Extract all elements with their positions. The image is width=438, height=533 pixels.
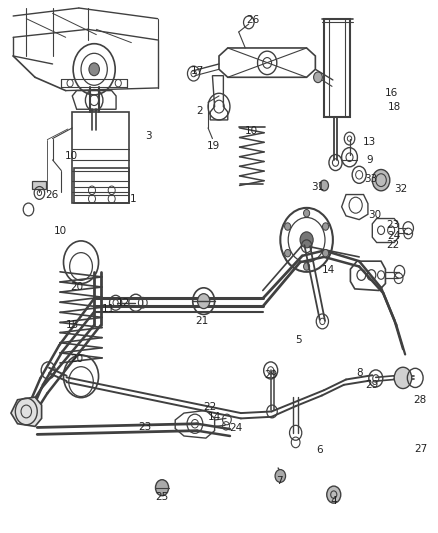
- Circle shape: [89, 63, 99, 76]
- Circle shape: [275, 470, 286, 482]
- Text: 7: 7: [276, 477, 283, 486]
- Text: 2: 2: [196, 107, 203, 116]
- Circle shape: [300, 232, 313, 248]
- Circle shape: [198, 294, 210, 309]
- Bar: [324, 19, 350, 117]
- Text: 22: 22: [386, 240, 399, 250]
- Text: 13: 13: [363, 138, 376, 147]
- Circle shape: [285, 223, 291, 230]
- Text: 20: 20: [71, 282, 84, 292]
- Text: 19: 19: [207, 141, 220, 151]
- Text: 10: 10: [54, 227, 67, 236]
- Text: 14: 14: [208, 412, 221, 422]
- Bar: [72, 112, 129, 203]
- Text: 29: 29: [365, 380, 378, 390]
- Circle shape: [304, 209, 310, 217]
- Text: 12: 12: [117, 298, 130, 308]
- Text: 29: 29: [264, 370, 277, 379]
- Text: 28: 28: [413, 395, 426, 405]
- Text: 23: 23: [138, 422, 151, 432]
- Text: 1: 1: [130, 194, 137, 204]
- Circle shape: [155, 480, 169, 496]
- Circle shape: [372, 169, 390, 191]
- Polygon shape: [32, 181, 46, 189]
- Circle shape: [304, 263, 310, 270]
- Text: 10: 10: [64, 151, 78, 161]
- Text: 9: 9: [367, 155, 374, 165]
- Text: 20: 20: [71, 354, 84, 364]
- Circle shape: [327, 486, 341, 503]
- Text: 26: 26: [45, 190, 58, 199]
- Circle shape: [314, 72, 322, 83]
- Text: 26: 26: [247, 15, 260, 25]
- Text: 11: 11: [102, 304, 115, 314]
- Text: 24: 24: [229, 423, 242, 433]
- Text: 32: 32: [394, 184, 407, 194]
- Text: 18: 18: [388, 102, 401, 111]
- Text: 33: 33: [364, 174, 378, 183]
- Circle shape: [322, 223, 328, 230]
- Circle shape: [285, 249, 291, 257]
- Text: 23: 23: [387, 220, 400, 230]
- Polygon shape: [11, 397, 42, 426]
- Circle shape: [322, 249, 328, 257]
- Text: 5: 5: [295, 335, 302, 344]
- Bar: [74, 168, 129, 203]
- Text: 27: 27: [414, 444, 427, 454]
- Text: 6: 6: [316, 445, 323, 455]
- Text: 25: 25: [155, 492, 169, 502]
- Circle shape: [320, 180, 328, 191]
- Text: 8: 8: [356, 368, 363, 378]
- Text: 24: 24: [388, 231, 401, 240]
- Text: 15: 15: [66, 320, 79, 330]
- Text: 22: 22: [204, 402, 217, 411]
- Text: 31: 31: [311, 182, 325, 191]
- Text: 14: 14: [322, 265, 335, 274]
- Text: 21: 21: [195, 317, 208, 326]
- Text: 17: 17: [191, 66, 204, 76]
- Circle shape: [394, 367, 412, 389]
- Text: 30: 30: [368, 210, 381, 220]
- Text: 3: 3: [145, 131, 152, 141]
- Text: 10: 10: [245, 126, 258, 135]
- Text: 16: 16: [385, 88, 398, 98]
- Text: 4: 4: [330, 496, 337, 506]
